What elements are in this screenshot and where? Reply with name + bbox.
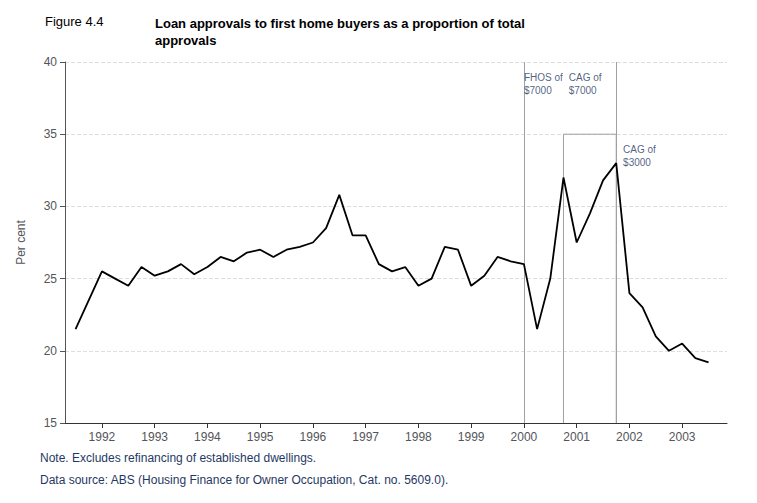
svg-text:1993: 1993 [141, 430, 168, 444]
svg-text:2002: 2002 [616, 430, 643, 444]
svg-text:30: 30 [44, 199, 58, 213]
svg-text:1998: 1998 [405, 430, 432, 444]
svg-text:Loan approvals to first home b: Loan approvals to first home buyers as a… [155, 16, 525, 31]
svg-text:approvals: approvals [155, 33, 216, 48]
svg-text:CAG of: CAG of [623, 144, 656, 155]
svg-text:1996: 1996 [300, 430, 327, 444]
svg-text:Per cent: Per cent [14, 219, 28, 264]
svg-text:20: 20 [44, 344, 58, 358]
svg-text:$7000: $7000 [569, 85, 597, 96]
svg-text:25: 25 [44, 272, 58, 286]
svg-text:2001: 2001 [563, 430, 590, 444]
svg-text:$7000: $7000 [524, 85, 552, 96]
svg-text:$3000: $3000 [623, 157, 651, 168]
svg-text:Note. Excludes refinancing of: Note. Excludes refinancing of establishe… [40, 451, 316, 465]
svg-text:35: 35 [44, 127, 58, 141]
svg-text:1994: 1994 [194, 430, 221, 444]
svg-text:1997: 1997 [352, 430, 379, 444]
svg-text:1999: 1999 [458, 430, 485, 444]
svg-text:FHOS of: FHOS of [524, 72, 563, 83]
svg-text:15: 15 [44, 416, 58, 430]
svg-text:2003: 2003 [669, 430, 696, 444]
svg-text:1995: 1995 [247, 430, 274, 444]
svg-text:2000: 2000 [511, 430, 538, 444]
svg-text:Data source: ABS (Housing Fina: Data source: ABS (Housing Finance for Ow… [40, 473, 448, 487]
svg-text:CAG of: CAG of [569, 72, 602, 83]
svg-text:Figure 4.4: Figure 4.4 [45, 14, 104, 29]
svg-text:40: 40 [44, 55, 58, 69]
svg-text:1992: 1992 [89, 430, 116, 444]
